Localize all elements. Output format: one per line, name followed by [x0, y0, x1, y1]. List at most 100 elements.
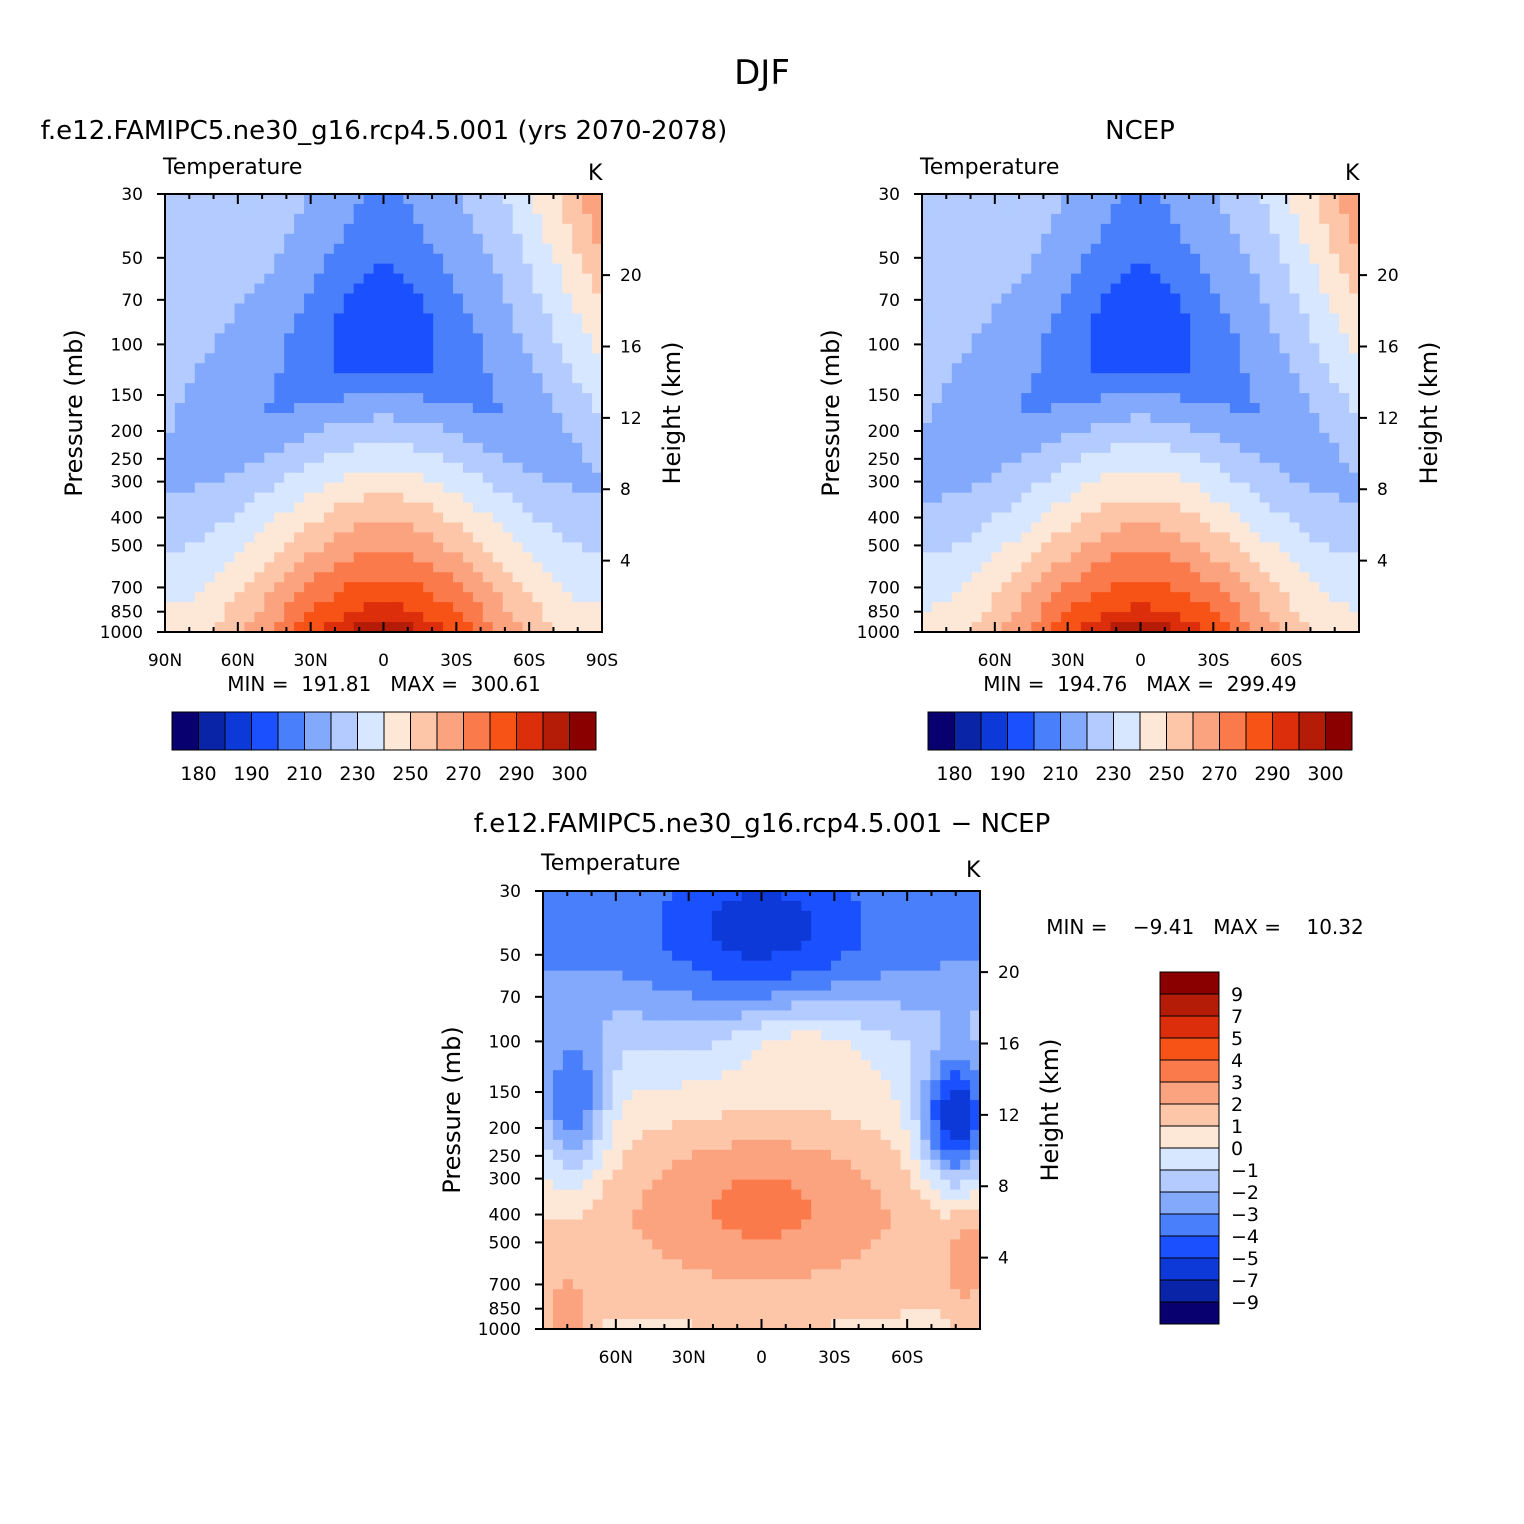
contour-cell	[860, 891, 872, 902]
contour-cell	[1130, 303, 1142, 315]
contour-cell	[204, 532, 216, 543]
contour-cell	[1190, 502, 1201, 514]
contour-cell	[741, 990, 753, 1002]
contour-cell	[1021, 522, 1032, 534]
contour-cell	[194, 363, 206, 374]
contour-cell	[284, 612, 295, 623]
contour-cell	[592, 263, 603, 275]
contour-cell	[313, 403, 325, 414]
contour-cell	[940, 980, 951, 992]
contour-cell	[1259, 233, 1271, 245]
contour-cell	[941, 263, 953, 275]
contour-cell	[333, 233, 345, 245]
contour-cell	[991, 522, 1003, 534]
contour-cell	[1061, 413, 1072, 424]
contour-cell	[1140, 363, 1152, 374]
contour-cell	[731, 1010, 743, 1021]
contour-cell	[562, 562, 573, 573]
contour-cell	[353, 303, 365, 315]
contour-cell	[462, 552, 474, 563]
contour-cell	[1200, 602, 1211, 613]
contour-cell	[1229, 442, 1241, 454]
contour-cell	[254, 273, 265, 285]
contour-cell	[244, 353, 255, 364]
contour-cell	[323, 273, 335, 285]
contour-cell	[941, 393, 953, 404]
contour-cell	[791, 1030, 802, 1041]
contour-cell	[333, 373, 345, 384]
contour-cell	[652, 980, 663, 992]
contour-cell	[1070, 373, 1082, 384]
contour-cell	[244, 203, 255, 215]
contour-cell	[1090, 253, 1102, 265]
contour-cell	[194, 243, 206, 255]
contour-cell	[413, 213, 424, 225]
contour-cell	[1269, 283, 1281, 295]
contour-cell	[343, 452, 355, 464]
contour-cell	[791, 930, 802, 942]
contour-cell	[582, 920, 594, 932]
contour-cell	[781, 1080, 792, 1091]
contour-cell	[353, 383, 365, 394]
contour-cell	[1100, 512, 1112, 524]
contour-cell	[284, 512, 295, 524]
contour-cell	[1210, 263, 1221, 275]
contour-cell	[1289, 303, 1301, 315]
contour-cell	[991, 413, 1003, 424]
contour-cell	[1249, 203, 1261, 215]
x-tick-label: 30S	[1197, 651, 1229, 671]
contour-cell	[592, 572, 603, 583]
contour-cell	[433, 522, 444, 534]
contour-cell	[1259, 283, 1271, 295]
contour-cell	[920, 1080, 931, 1091]
colorbar-swatch	[1192, 711, 1220, 751]
contour-cell	[971, 213, 983, 225]
contour-cell	[1339, 393, 1350, 404]
contour-cell	[1110, 353, 1122, 364]
contour-cell	[791, 980, 802, 992]
contour-cell	[711, 1030, 723, 1041]
contour-cell	[761, 920, 773, 932]
contour-cell	[1289, 512, 1301, 524]
contour-cell	[453, 353, 464, 364]
contour-cell	[1110, 323, 1122, 334]
contour-cell	[961, 532, 973, 543]
contour-cell	[1239, 452, 1251, 464]
contour-cell	[423, 572, 434, 583]
contour-cell	[1349, 293, 1360, 305]
contour-cell	[1021, 452, 1032, 464]
contour-cell	[761, 1040, 773, 1051]
contour-cell	[981, 353, 993, 364]
contour-cell	[1279, 283, 1291, 295]
contour-cell	[701, 1050, 713, 1061]
contour-cell	[443, 383, 454, 394]
contour-cell	[1140, 323, 1152, 334]
contour-cell	[174, 213, 186, 225]
contour-cell	[1061, 562, 1072, 573]
contour-cell	[403, 432, 414, 444]
contour-cell	[662, 990, 673, 1002]
contour-cell	[572, 572, 583, 583]
contour-cell	[941, 213, 953, 225]
contour-cell	[373, 482, 385, 494]
contour-cell	[264, 233, 275, 245]
contour-cell	[1011, 353, 1022, 364]
contour-cell	[373, 253, 385, 265]
contour-cell	[502, 582, 514, 593]
contour-cell	[1080, 323, 1092, 334]
contour-cell	[294, 393, 305, 404]
contour-cell	[991, 442, 1003, 454]
contour-cell	[363, 194, 375, 205]
contour-cell	[254, 522, 265, 534]
contour-cell	[1011, 422, 1022, 434]
contour-cell	[941, 432, 953, 444]
contour-cell	[582, 333, 593, 344]
contour-cell	[1329, 403, 1340, 414]
contour-cell	[532, 542, 544, 553]
contour-cell	[1041, 432, 1052, 444]
contour-cell	[393, 612, 404, 623]
y-tick-label: 300	[111, 473, 143, 493]
contour-cell	[214, 323, 226, 334]
contour-cell	[890, 950, 902, 962]
contour-cell	[333, 243, 345, 255]
